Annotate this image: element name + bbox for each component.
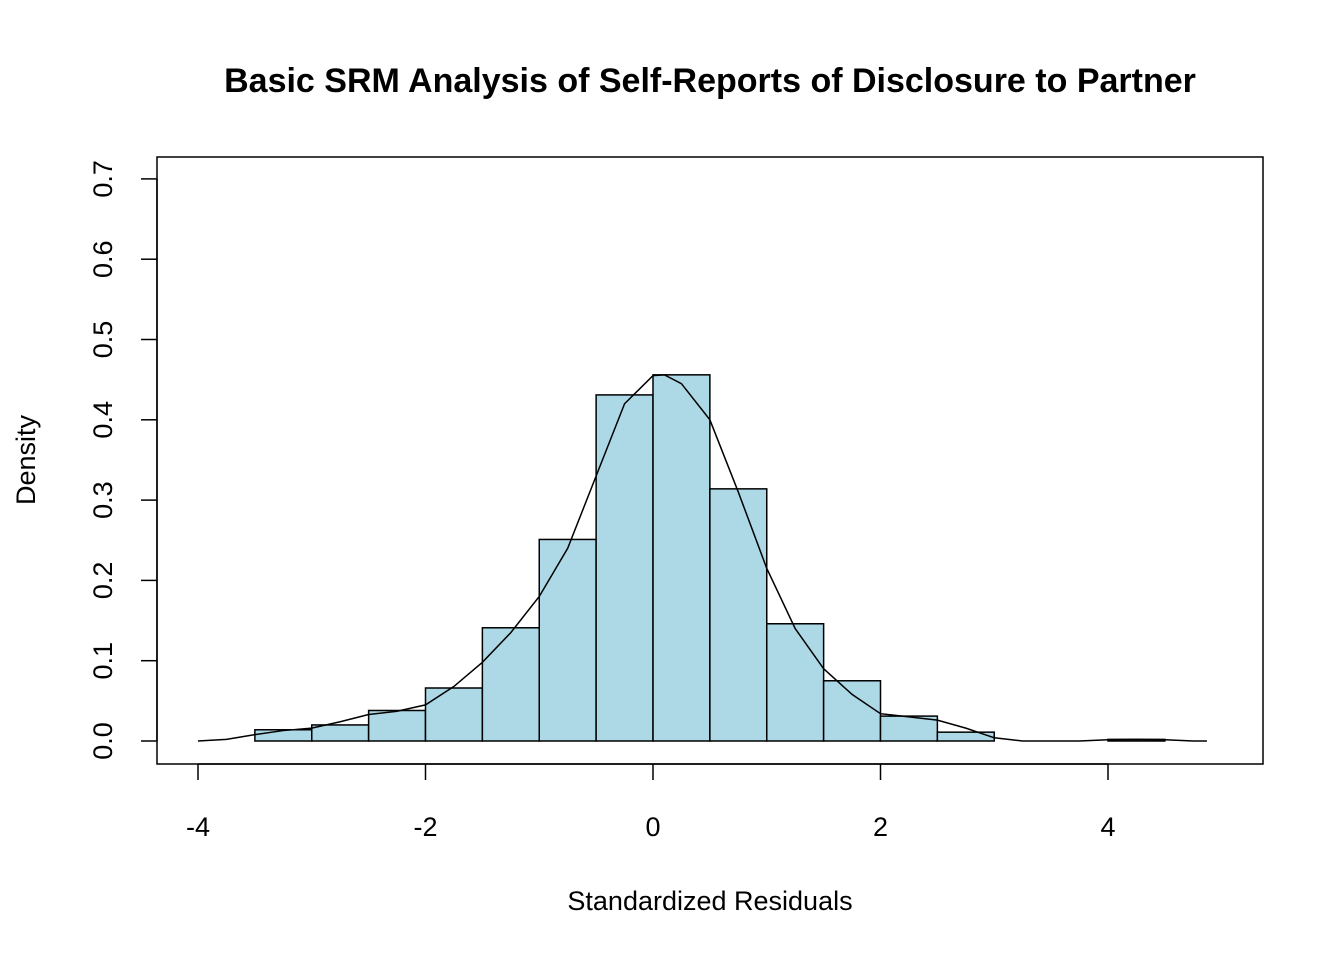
x-tick-label: 4 [1100,812,1115,842]
y-axis-label: Density [11,414,41,505]
y-tick-label: 0.6 [88,240,118,278]
x-tick-label: 0 [645,812,660,842]
y-tick-label: 0.3 [88,481,118,519]
histogram-bar [538,538,597,742]
y-tick-label: 0.2 [88,562,118,600]
x-tick-label: 2 [873,812,888,842]
x-tick-label: -2 [413,812,437,842]
y-tick-label: 0.1 [88,642,118,680]
x-tick-label: -4 [186,812,210,842]
y-tick-label: 0.4 [88,401,118,439]
histogram-bar [595,394,654,742]
histogram-bar [822,680,882,742]
y-axis: 0.0 0.1 0.2 0.3 0.4 0.5 0.6 0.7 [88,160,158,760]
histogram-bar [481,627,540,742]
y-tick-label: 0.7 [88,160,118,198]
histogram-bar [709,488,768,742]
histogram-bar [254,729,313,742]
y-tick-label: 0.5 [88,321,118,359]
x-axis: -4 -2 0 2 4 [186,763,1116,842]
histogram-bars [254,374,1166,742]
chart-title: Basic SRM Analysis of Self-Reports of Di… [224,62,1196,100]
histogram-bar [367,709,427,742]
histogram-bar [652,374,711,742]
histogram-bar [766,623,825,742]
histogram-bar [311,724,370,742]
y-tick-label: 0.0 [88,722,118,760]
density-curve [197,374,1207,742]
histogram-bar [879,715,939,742]
histogram-bar [936,731,995,742]
x-axis-label: Standardized Residuals [567,886,852,916]
histogram-bar [424,687,484,742]
